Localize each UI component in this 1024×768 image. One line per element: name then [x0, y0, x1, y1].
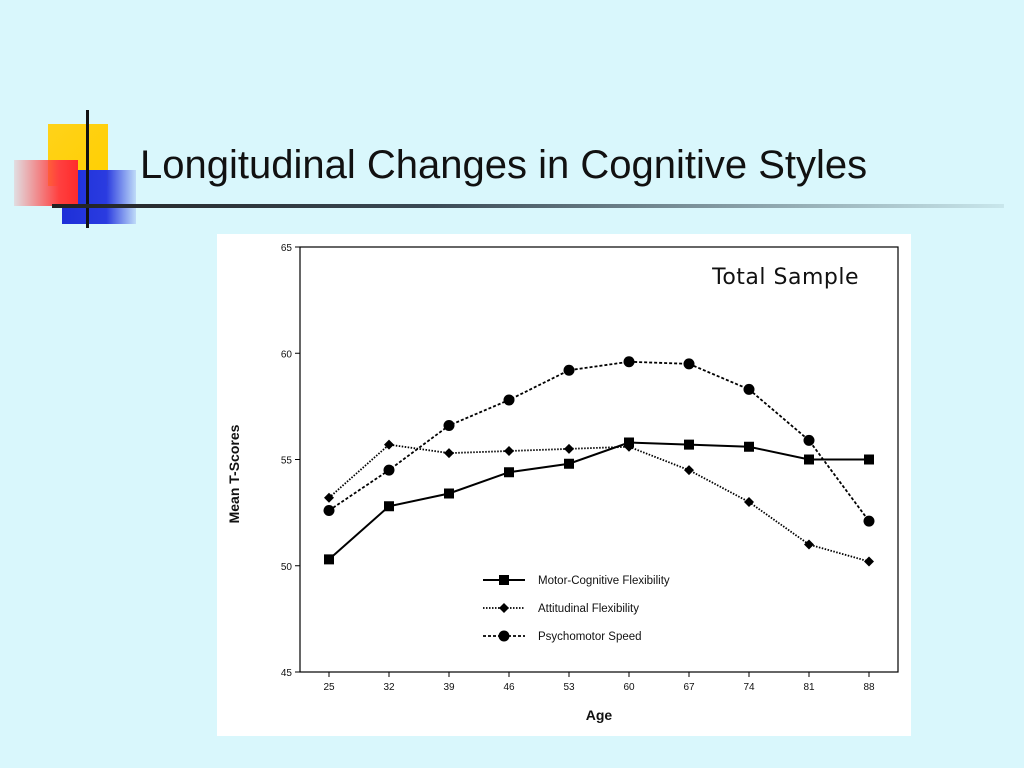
series-line	[328, 360, 870, 522]
y-tick-label: 65	[281, 243, 293, 254]
x-tick-label: 88	[863, 682, 875, 693]
legend-marker	[499, 603, 509, 613]
data-point	[864, 454, 874, 465]
data-point	[863, 515, 875, 527]
chart-title: Total Sample	[711, 265, 859, 290]
series-line	[328, 443, 870, 563]
legend-label: Motor-Cognitive Flexibility	[538, 575, 670, 587]
data-point	[323, 505, 335, 516]
decor-vertical-line	[86, 110, 89, 228]
data-point	[804, 539, 814, 550]
legend-marker	[499, 575, 509, 585]
data-point	[504, 467, 514, 478]
data-point	[444, 488, 454, 499]
data-point	[684, 439, 694, 450]
series-psychomotor-speed	[323, 356, 875, 527]
chart-panel: Total Sample Age Mean T-Scores 25 32 39 46 5…	[217, 234, 911, 736]
data-point	[384, 501, 394, 512]
y-axis-label: Mean T-Scores	[226, 424, 242, 523]
data-point	[324, 492, 334, 503]
y-tick-label: 55	[281, 456, 293, 467]
y-tick-label: 60	[281, 349, 293, 360]
x-tick-label: 39	[443, 682, 455, 693]
data-point	[324, 554, 334, 565]
data-point	[744, 497, 754, 507]
data-point	[803, 434, 815, 446]
legend-marker	[498, 630, 510, 642]
data-point	[563, 364, 575, 376]
legend-label: Psychomotor Speed	[538, 631, 642, 643]
x-tick-label: 67	[683, 682, 695, 693]
series-line	[328, 441, 869, 561]
x-tick-label: 53	[563, 682, 575, 693]
line-chart: Total Sample Age Mean T-Scores 25 32 39 46 5…	[226, 243, 899, 723]
x-tick-label: 25	[323, 682, 335, 693]
decor-red-square	[14, 160, 78, 206]
data-point	[444, 448, 454, 459]
data-point	[623, 356, 635, 368]
legend-label: Attitudinal Flexibility	[538, 603, 639, 615]
x-tick-label: 46	[503, 682, 515, 693]
data-point	[624, 441, 634, 452]
data-point	[443, 420, 455, 431]
data-point	[504, 446, 514, 456]
data-point	[804, 454, 814, 465]
title-underline	[52, 204, 1004, 208]
data-point	[503, 394, 515, 406]
data-point	[384, 439, 394, 450]
y-tick-label: 50	[281, 562, 293, 573]
x-tick-label: 60	[623, 682, 635, 693]
data-point	[564, 443, 574, 454]
x-axis-label: Age	[586, 707, 613, 723]
y-tick-label: 45	[281, 668, 293, 679]
series-motor-cognitive-flexibility	[324, 437, 874, 565]
data-point	[564, 458, 574, 469]
x-tick-label: 81	[803, 682, 815, 693]
data-point	[864, 556, 874, 567]
data-point	[743, 383, 755, 395]
data-point	[383, 464, 395, 476]
data-point	[683, 358, 695, 370]
slide-title: Longitudinal Changes in Cognitive Styles	[140, 143, 868, 187]
x-tick-label: 32	[383, 682, 395, 693]
x-tick-label: 74	[743, 682, 755, 693]
data-point	[684, 465, 694, 476]
data-point	[744, 441, 754, 452]
series-attitudinal-flexibility	[324, 439, 874, 567]
